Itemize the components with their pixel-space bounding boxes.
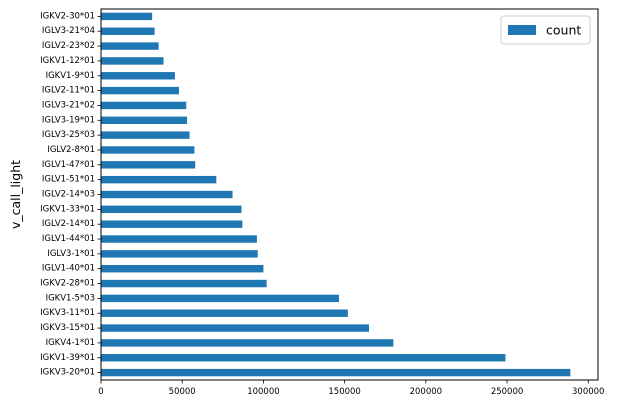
bar-IGKV3-15*01 (101, 324, 369, 332)
bar-IGKV2-28*01 (101, 279, 267, 288)
y-ticks-group: IGKV3-20*01 IGKV1-39*01 IGKV4-1*01 IGKV3-15… (40, 11, 101, 378)
bar-IGKV2-30*01 (101, 12, 153, 21)
y-tick-label: IGKV3-11*01 (40, 308, 95, 318)
y-tick-label: IGKV1-33*01 (40, 204, 95, 214)
bar-IGKV1-9*01 (101, 72, 175, 80)
bar-IGKV1-33*01 (101, 205, 242, 214)
bar-IGLV3-1*01 (101, 250, 258, 258)
bar-IGLV3-21*04 (101, 27, 155, 35)
y-tick-label: IGLV1-40*01 (42, 264, 95, 274)
bar-IGLV2-14*01 (101, 220, 243, 228)
bar-IGKV3-20*01 (101, 368, 571, 377)
y-tick-label: IGKV1-39*01 (40, 353, 95, 363)
y-tick-label: IGKV4-1*01 (46, 338, 95, 348)
x-tick-label: 0 (98, 387, 103, 397)
plot-frame (100, 8, 599, 381)
legend-label: count (546, 23, 581, 38)
y-tick-label: IGKV3-20*01 (40, 368, 95, 378)
y-tick-label: IGLV2-14*01 (42, 219, 95, 229)
y-tick-label: IGKV1-5*03 (46, 293, 95, 303)
y-tick-label: IGLV3-21*02 (42, 100, 95, 110)
bar-IGLV2-11*01 (101, 86, 179, 95)
y-tick-label: IGKV2-30*01 (40, 11, 95, 21)
bar-IGLV1-47*01 (101, 161, 196, 169)
y-tick-label: IGLV3-25*03 (42, 130, 95, 140)
bar-IGLV3-19*01 (101, 116, 188, 125)
legend-swatch (508, 25, 536, 35)
bar-IGLV1-44*01 (101, 235, 257, 243)
bars-group (101, 12, 571, 377)
x-tick-label: 150000 (328, 387, 360, 397)
y-tick-label: IGLV2-8*01 (47, 145, 95, 155)
y-tick-label: IGLV2-11*01 (42, 86, 95, 96)
y-axis-label: v_call_light (8, 160, 23, 229)
x-tick-label: 300000 (572, 387, 604, 397)
legend-box (500, 15, 591, 45)
y-tick-label: IGLV3-1*01 (47, 249, 95, 259)
y-tick-label: IGKV1-9*01 (46, 71, 95, 81)
y-tick-label: IGKV2-28*01 (40, 279, 95, 289)
y-tick-label: IGLV1-44*01 (42, 234, 95, 244)
y-tick-label: IGLV1-47*01 (42, 160, 95, 170)
bar-IGKV3-11*01 (101, 309, 348, 317)
x-tick-label: 200000 (410, 387, 442, 397)
bar-IGLV3-25*03 (101, 131, 190, 139)
y-tick-label: IGLV1-51*01 (42, 175, 95, 185)
bar-IGKV4-1*01 (101, 339, 394, 347)
x-ticks-group: 0 50000 100000 150000 200000 250000 300000 (98, 380, 604, 397)
bar-IGLV1-51*01 (101, 175, 217, 184)
y-tick-label: IGLV3-21*04 (42, 26, 95, 36)
legend: count (500, 15, 591, 45)
y-tick-label: IGLV2-23*02 (42, 41, 95, 51)
bar-IGLV1-40*01 (101, 264, 264, 273)
bar-IGKV1-12*01 (101, 57, 164, 65)
y-tick-label: IGKV3-15*01 (40, 323, 95, 333)
bar-IGLV2-14*03 (101, 190, 233, 199)
y-tick-label: IGLV3-19*01 (42, 115, 95, 125)
bar-IGLV2-8*01 (101, 146, 195, 154)
bar-IGKV1-39*01 (101, 354, 506, 362)
bar-IGLV2-23*02 (101, 42, 159, 50)
x-tick-label: 100000 (247, 387, 279, 397)
y-tick-label: IGLV2-14*03 (42, 190, 95, 200)
bar-IGLV3-21*02 (101, 101, 187, 110)
x-tick-label: 50000 (169, 387, 196, 397)
x-tick-label: 250000 (491, 387, 523, 397)
bar-IGKV1-5*03 (101, 294, 339, 303)
y-tick-label: IGKV1-12*01 (40, 56, 95, 66)
